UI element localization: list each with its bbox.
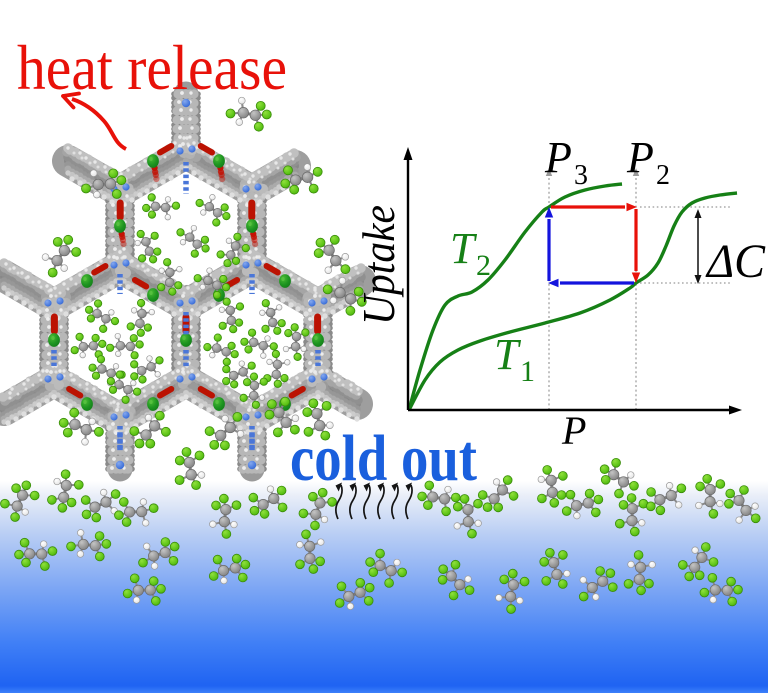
svg-text:T: T — [450, 224, 478, 273]
svg-text:3: 3 — [574, 160, 588, 191]
svg-text:P: P — [626, 133, 654, 182]
svg-text:ΔC: ΔC — [705, 235, 766, 288]
svg-text:heat release: heat release — [17, 33, 287, 103]
svg-text:Uptake: Uptake — [353, 205, 404, 325]
svg-text:P: P — [544, 133, 572, 182]
svg-text:cold out: cold out — [290, 422, 477, 495]
svg-text:2: 2 — [476, 249, 491, 282]
svg-text:T: T — [494, 330, 522, 379]
svg-text:2: 2 — [656, 160, 670, 191]
svg-text:P: P — [561, 408, 586, 453]
svg-text:1: 1 — [520, 355, 535, 388]
